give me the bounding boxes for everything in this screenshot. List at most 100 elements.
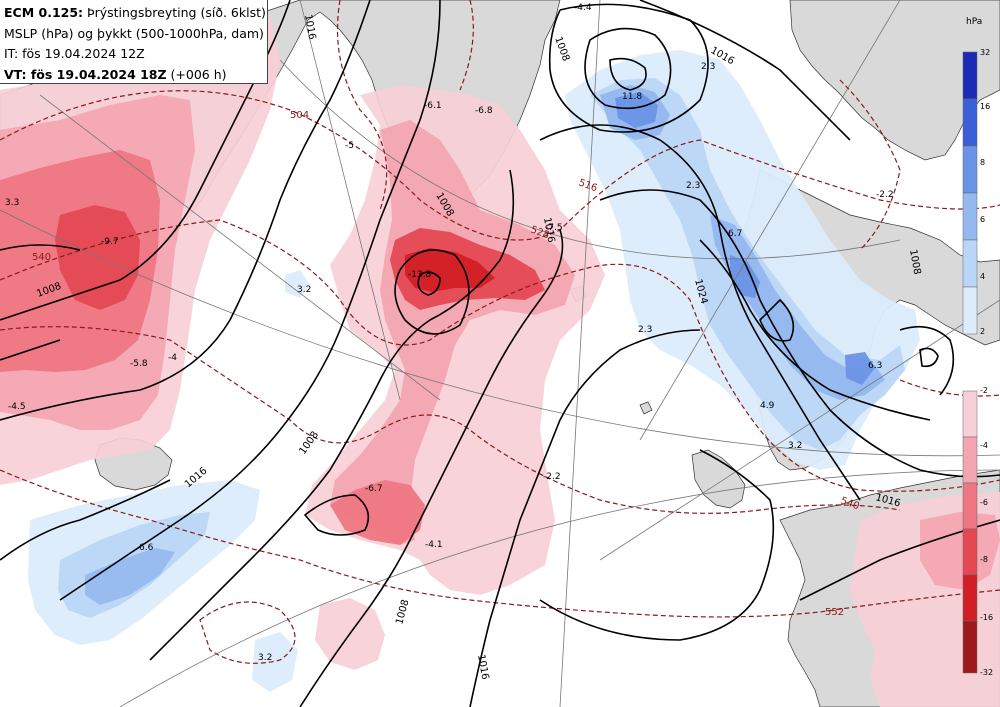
legend-swatch-fall-6: [962, 482, 978, 530]
pressure-change-label: 2.3: [701, 62, 715, 72]
isobar: [699, 239, 931, 421]
legend-label-fall: -32: [980, 668, 994, 677]
legend-rise: [962, 51, 978, 335]
pressure-change-label: 6.7: [728, 229, 742, 239]
isobar-label: 1016: [475, 654, 490, 681]
isobar-label: 1016: [302, 14, 317, 41]
pressure-change-label: -6.7: [365, 484, 383, 494]
thickness-contour: [0, 326, 901, 514]
isobar: [149, 169, 515, 661]
thickness-contours: [0, 0, 1000, 664]
info-box: ECM 0.125: Þrýstingsbreyting (síð. 6klst…: [0, 0, 268, 84]
legend-swatch-rise-16: [962, 98, 978, 147]
latitude-line: [0, 209, 1000, 457]
pressure-change-label: -4.1: [425, 540, 443, 550]
svalbard: [789, 0, 1000, 161]
pressure-change-label: 11.8: [622, 92, 642, 102]
fall-area-south: [330, 480, 425, 545]
thickness-label: 540: [32, 252, 51, 263]
pressure-change-label: -2.2: [876, 190, 894, 200]
legend-label-rise: 6: [980, 215, 986, 224]
isobar: [299, 229, 564, 707]
pressure-change-label: -2.2: [543, 472, 561, 482]
pressure-change-label: 2.3: [686, 181, 700, 191]
fall-area-europe-mid: [920, 512, 1000, 590]
pressure-change-label: 6.6: [139, 543, 154, 553]
meridian-line: [559, 0, 601, 707]
fall-area-central-peak: [405, 248, 495, 292]
thickness-label: 504: [290, 110, 309, 121]
isobar-label: 1016: [541, 217, 556, 244]
pressure-change-label: 3.3: [5, 198, 19, 208]
thickness-contour: [839, 79, 901, 251]
isobar: [799, 519, 1000, 601]
isobar: [0, 244, 81, 251]
legend-label-fall: -8: [980, 555, 988, 564]
rise-area-south: [252, 270, 310, 692]
pressure-change-label: -6.1: [424, 101, 442, 111]
rise-area-northeast-peak: [615, 92, 875, 385]
legend-swatch-rise-6: [962, 192, 978, 241]
pressure-change-label: -4.4: [574, 3, 592, 13]
pressure-change-label: 4.9: [760, 401, 775, 411]
thickness-contour: [459, 0, 474, 91]
isobar: [899, 325, 955, 396]
pressure-change-labels: 11.8 -6.1 -6.8 2.3 -9.7 3.3 -5.8 -4.5 -4…: [5, 3, 894, 663]
valid-time-row: VT: fös 19.04.2024 18Z (+006 h): [4, 65, 263, 86]
rise-area-northeast-core: [600, 85, 885, 400]
thickness-contour: [336, 0, 388, 211]
forecast-step: (+006 h): [166, 66, 227, 82]
fall-area-central-mid: [330, 120, 575, 545]
pressure-change-label: -5: [345, 141, 354, 151]
legend-swatch-fall-32: [962, 620, 978, 674]
subtitle-row: MSLP (hPa) og þykkt (500-1000hPa, dam): [4, 25, 264, 41]
legend-label-fall: -16: [980, 613, 994, 622]
isobar: [548, 3, 709, 133]
thickness-contour: [199, 601, 296, 664]
isobar: [919, 347, 939, 368]
legend-label-fall: -6: [980, 498, 988, 507]
meridian-line: [299, 0, 401, 401]
legend-swatch-rise-2: [962, 286, 978, 335]
latitude-line-south: [119, 469, 1000, 707]
pressure-fall-layer: [0, 15, 1000, 707]
legend-unit-label: hPa: [966, 17, 983, 27]
isobar: [539, 449, 775, 641]
init-time-row: IT: fös 19.04.2024 12Z: [4, 46, 145, 61]
pressure-change-label: -4: [168, 353, 177, 363]
legend-label-rise: 8: [980, 158, 986, 167]
pressure-change-label: -9.7: [101, 237, 119, 247]
valid-time-label: VT: fös 19.04.2024 18Z: [4, 66, 167, 82]
legend-swatch-rise-8: [962, 145, 978, 194]
legend-label-rise: 32: [980, 48, 991, 57]
legend-label-rise: 16: [980, 102, 991, 111]
thickness-label: 552: [825, 607, 844, 618]
legend-label-rise: 4: [980, 272, 986, 281]
isobar-label: 1008: [907, 249, 922, 276]
legend-swatch-rise-32: [962, 51, 978, 100]
isobar: [0, 339, 61, 361]
isobar: [59, 0, 441, 601]
model-label: ECM 0.125:: [4, 5, 84, 20]
isobar: [584, 27, 672, 110]
legend-swatch-fall-8: [962, 528, 978, 576]
pressure-change-label: -7.5: [545, 223, 563, 233]
thickness-contour: [0, 90, 1000, 241]
meridian-line: [639, 0, 901, 441]
latitude-line-north: [279, 59, 901, 260]
title-row: ECM 0.125: Þrýstingsbreyting (síð. 6klst…: [4, 3, 266, 24]
thickness-contour: [0, 219, 1000, 492]
pressure-change-label: 2.3: [638, 325, 652, 335]
legend-swatch-fall-2: [962, 390, 978, 438]
pressure-change-label: -5.8: [130, 359, 148, 369]
field-title: Þrýstingsbreyting (síð. 6klst): [83, 5, 266, 20]
isobar: [609, 57, 647, 91]
faroe-islands: [639, 401, 653, 415]
meridian-line: [39, 94, 441, 401]
fall-area-west-peak: [55, 205, 140, 310]
legend-label-rise: 2: [980, 327, 986, 336]
isobar: [469, 329, 701, 707]
pressure-change-label: 6.3: [868, 361, 882, 371]
